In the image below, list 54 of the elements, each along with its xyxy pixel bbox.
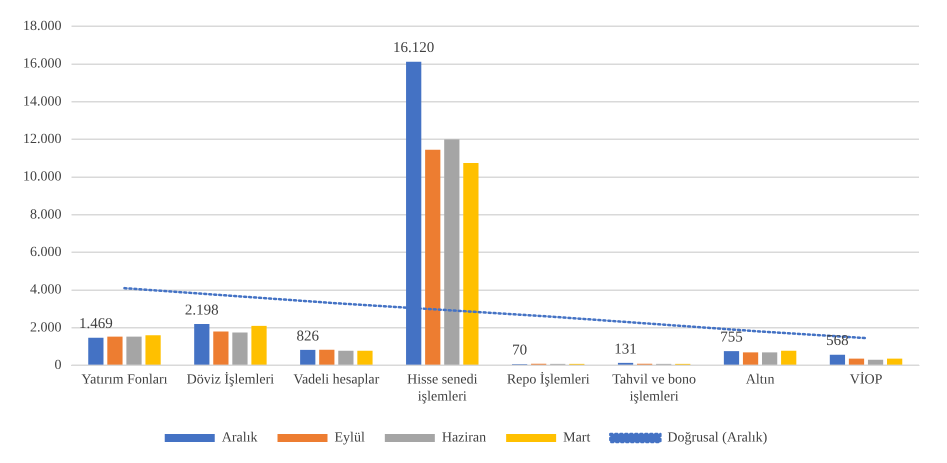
bar [357,350,373,365]
data-label: 70 [512,342,528,359]
y-tick-label: 18.000 [23,19,62,34]
y-tick-label: 0 [54,358,62,374]
data-label: 1.469 [78,316,113,332]
bar [781,350,796,365]
y-tick-label: 2.000 [30,320,62,336]
data-label: 131 [614,341,637,358]
legend-label: Eylül [334,430,365,446]
y-tick-label: 4.000 [30,282,62,298]
data-label: 16.120 [393,40,434,56]
x-tick-label: Altın [746,372,774,388]
x-tick-label: Yatırım Fonları [81,372,168,388]
bar [868,360,884,365]
bar [762,352,778,365]
bar [126,336,142,365]
bar [107,336,123,365]
bar [232,332,248,365]
bar [848,358,864,365]
bar [319,350,334,365]
x-tick-label: Tahvil ve bono işlemleri [612,372,696,404]
x-tick-label: Vadeli hesaplar [293,372,380,388]
y-tick-label: 10.000 [23,170,62,185]
x-tick-label: Hisse senedi işlemleri [407,372,478,404]
bar [425,150,440,365]
data-label: 2.198 [184,302,219,318]
legend-label: Aralık [222,430,258,446]
x-tick-label: Repo İşlemleri [506,371,590,388]
x-tick-label: VİOP [850,371,883,388]
legend-label: Doğrusal (Aralık) [667,430,768,446]
bar [338,350,354,365]
data-label: 826 [296,328,320,344]
bar [724,351,740,365]
legend-label: Mart [563,430,590,446]
bar [742,352,758,365]
bar [145,335,161,365]
bar [830,354,846,365]
bar [887,358,902,365]
bar [213,332,228,365]
bar [251,326,267,365]
y-tick-label: 8.000 [30,207,62,222]
y-tick-label: 16.000 [23,56,62,72]
data-label: 568 [826,333,849,350]
bar [444,139,460,365]
bar [300,350,316,365]
data-label: 755 [720,330,743,346]
bar [88,338,104,365]
y-tick-label: 6.000 [30,245,62,260]
bar [463,162,479,365]
y-tick-label: 12.000 [23,132,62,148]
x-tick-label: Döviz İşlemleri [186,371,274,388]
bar [194,324,210,365]
legend-label: Haziran [442,430,486,446]
y-tick-label: 14.000 [23,94,62,110]
